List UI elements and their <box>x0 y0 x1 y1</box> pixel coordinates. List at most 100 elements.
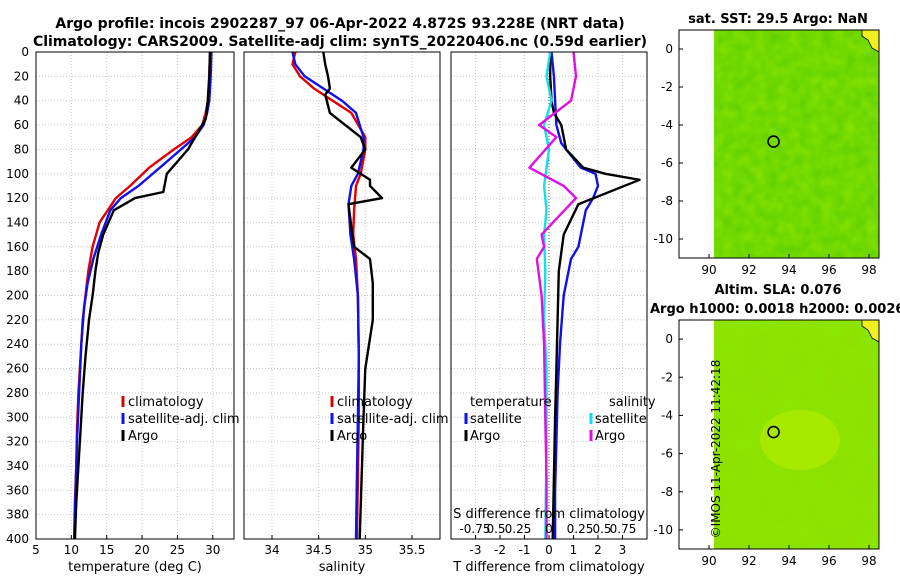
series-line-satellite-adj-clim <box>291 51 365 540</box>
salinity-x-label: salinity <box>319 560 366 575</box>
map-y-tick-label: -4 <box>661 118 673 132</box>
map-x-tick-label: 90 <box>701 554 716 568</box>
map-y-tick-label: -2 <box>661 80 673 94</box>
map-y-tick-label: -6 <box>661 156 673 170</box>
map-x-tick-label: 94 <box>781 554 796 568</box>
difference-x-ticks: -3 -2 -1 0 1 2 3 <box>470 535 626 557</box>
series-line-salinity-satellite <box>542 51 553 540</box>
y-tick-label: 80 <box>14 142 29 156</box>
y-tick-label: 320 <box>6 435 29 449</box>
x-tick-label: -1 <box>519 543 531 557</box>
top-tick-label: 0.25 <box>505 522 532 536</box>
difference-grid <box>451 52 647 539</box>
legend-label: Argo <box>470 429 500 444</box>
salinity-lines <box>291 51 384 540</box>
x-tick-label: 2 <box>594 543 602 557</box>
legend-label: Argo <box>595 429 625 444</box>
legend-label: Argo <box>337 429 367 444</box>
x-tick-label: 35 <box>358 543 373 557</box>
difference-x-label: T difference from climatology <box>452 560 645 575</box>
difference-top-ticks: -0.750.5 0.25 0 0.25 0.50.75 <box>459 522 636 536</box>
y-tick-label: 340 <box>6 459 29 473</box>
y-tick-label: 60 <box>14 118 29 132</box>
map-y-tick-label: -8 <box>661 485 673 499</box>
x-tick-label: 35.5 <box>399 543 426 557</box>
temperature-x-ticks: 5 10 15 20 25 30 <box>32 535 220 557</box>
x-tick-label: 1 <box>570 543 578 557</box>
map-y-tick-label: 0 <box>665 42 673 56</box>
map-x-tick-label: 98 <box>861 263 876 277</box>
x-tick-label: 20 <box>134 543 149 557</box>
temperature-axes-box <box>35 51 235 540</box>
sla-map-high-region <box>760 410 840 470</box>
series-line-temperature-argo <box>549 52 641 540</box>
sst-map-panel: sat. SST: 29.5 Argo: NaN 90 92 94 96 98 0 -2 -… <box>653 12 880 277</box>
sst-map-argo-marker <box>767 135 780 148</box>
temperature-y-ticks: 0 20 40 60 80 100 120 140 160 180 200 220 240 260 280 3… <box>6 45 29 546</box>
x-tick-label: 10 <box>64 543 79 557</box>
series-line-salinity-argo <box>528 51 578 539</box>
map-y-tick-label: -8 <box>661 194 673 208</box>
salinity-panel: 34 34.5 35 35.5 salinity climatology satelli… <box>243 51 449 575</box>
sst-map-x-ticks: 90 92 94 96 98 <box>701 254 877 277</box>
x-tick-label: 15 <box>99 543 114 557</box>
y-tick-label: 240 <box>6 337 29 351</box>
y-tick-label: 0 <box>21 45 29 59</box>
x-tick-label: 0 <box>545 543 553 557</box>
legend-label: climatology <box>337 395 413 410</box>
map-y-tick-label: -6 <box>661 447 673 461</box>
map-x-tick-label: 92 <box>741 263 756 277</box>
legend-sal-header: salinity <box>609 395 656 410</box>
map-x-tick-label: 90 <box>701 263 716 277</box>
difference-lines <box>528 51 641 540</box>
y-tick-label: 120 <box>6 191 29 205</box>
x-tick-label: 34 <box>264 543 279 557</box>
map-x-tick-label: 96 <box>821 263 836 277</box>
difference-top-label: S difference from climatology <box>453 507 645 522</box>
sla-map-subtitle: Argo h1000: 0.0018 h2000: 0.0026 <box>650 302 900 317</box>
map-x-tick-label: 96 <box>821 554 836 568</box>
top-tick-label: -0.75 <box>459 522 490 536</box>
map-y-tick-label: -10 <box>653 523 673 537</box>
salinity-x-ticks: 34 34.5 35 35.5 <box>264 535 425 557</box>
map-y-tick-label: -2 <box>661 370 673 384</box>
salinity-legend: climatology satellite-adj. clim Argo <box>330 395 449 444</box>
top-tick-label: 0.5 <box>486 522 505 536</box>
x-tick-label: 30 <box>205 543 220 557</box>
y-tick-label: 360 <box>6 483 29 497</box>
sla-map-x-ticks: 90 92 94 96 98 <box>701 545 877 568</box>
top-tick-label: 0.75 <box>610 522 637 536</box>
legend-label: satellite <box>595 412 647 427</box>
y-tick-label: 140 <box>6 215 29 229</box>
top-tick-label: 0.25 <box>567 522 594 536</box>
y-tick-label: 280 <box>6 386 29 400</box>
map-y-tick-label: 0 <box>665 332 673 346</box>
x-tick-label: 5 <box>32 543 40 557</box>
series-line-argo <box>322 51 384 540</box>
sst-map-y-ticks: 0 -2 -4 -6 -8 -10 <box>653 42 683 246</box>
sla-map-argo-marker <box>767 425 780 439</box>
x-tick-label: -2 <box>494 543 506 557</box>
map-x-tick-label: 98 <box>861 554 876 568</box>
temperature-lines <box>73 51 213 540</box>
imos-credit: ©IMOS 11-Apr-2022 11:42:18 <box>709 360 723 539</box>
map-y-tick-label: -4 <box>661 408 673 422</box>
y-tick-label: 380 <box>6 508 29 522</box>
salinity-grid <box>244 52 440 539</box>
sla-map-texture <box>714 320 879 549</box>
temperature-panel: 5 10 15 20 25 30 0 20 40 60 80 100 120 140 160 180 200 2… <box>6 45 240 575</box>
map-x-tick-label: 92 <box>741 554 756 568</box>
sst-map-axes-box <box>678 29 880 259</box>
sst-map-texture <box>714 30 879 258</box>
top-tick-label: 0.5 <box>592 522 611 536</box>
map-y-tick-label: -10 <box>653 232 673 246</box>
sst-map-title: sat. SST: 29.5 Argo: NaN <box>688 12 868 27</box>
y-tick-label: 400 <box>6 532 29 546</box>
top-tick-label: 0 <box>545 522 553 536</box>
sla-map-title: Altim. SLA: 0.076 <box>715 283 842 298</box>
legend-temp-header: temperature <box>470 395 552 410</box>
figure-title-line1: Argo profile: incois 2902287_97 06-Apr-2… <box>55 16 624 32</box>
x-tick-label: 25 <box>170 543 185 557</box>
y-tick-label: 20 <box>14 69 29 83</box>
y-tick-label: 40 <box>14 94 29 108</box>
